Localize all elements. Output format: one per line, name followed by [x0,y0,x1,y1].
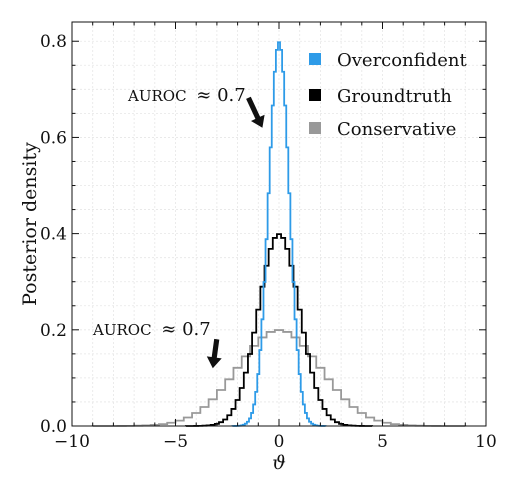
x-axis-label: ϑ [272,452,286,474]
annotation-conservative-label: AUROC ≈ 0.7 [92,319,211,340]
annotations: AUROC ≈ 0.7 AUROC ≈ 0.7 [92,85,265,369]
y-tick-label: 0.4 [40,225,67,245]
annotation-overconfident-arrow [246,96,265,128]
x-tick-label: 5 [377,432,388,452]
series-line-overconfident [231,41,327,427]
legend-label-conservative: Conservative [337,119,456,140]
x-tick-label: 0 [274,432,285,452]
y-tick-label: 0.2 [40,321,67,341]
annotation-overconfident-prefix: AUROC [127,87,187,105]
annotation-conservative-value: ≈ 0.7 [161,319,210,340]
series-group [91,41,467,427]
annotation-conservative-arrow [206,338,222,369]
legend-label-groundtruth: Groundtruth [337,86,452,107]
y-tick-label: 0.8 [40,32,67,52]
y-tick-label: 0.6 [40,128,67,148]
legend-label-overconfident: Overconfident [337,50,467,71]
x-tick-label: −5 [163,432,188,452]
legend: Overconfident Groundtruth Conservative [309,50,467,140]
series-line-groundtruth [184,233,374,427]
legend-swatch-overconfident [309,53,321,65]
grid [71,22,487,427]
legend-swatch-conservative [309,122,321,134]
annotation-overconfident-label: AUROC ≈ 0.7 [127,85,246,106]
x-tick-label: 10 [475,432,497,452]
annotation-overconfident-value: ≈ 0.7 [196,85,245,106]
series-line-conservative [91,329,467,427]
axis-ticks: −10 −5 0 5 10 0.0 0.2 0.4 0.6 0.8 [40,22,497,452]
y-tick-label: 0.0 [40,417,67,437]
y-axis-label: Posterior density [19,142,41,306]
legend-swatch-groundtruth [309,89,321,101]
x-tick-label: −10 [54,432,90,452]
annotation-conservative-prefix: AUROC [92,321,152,339]
